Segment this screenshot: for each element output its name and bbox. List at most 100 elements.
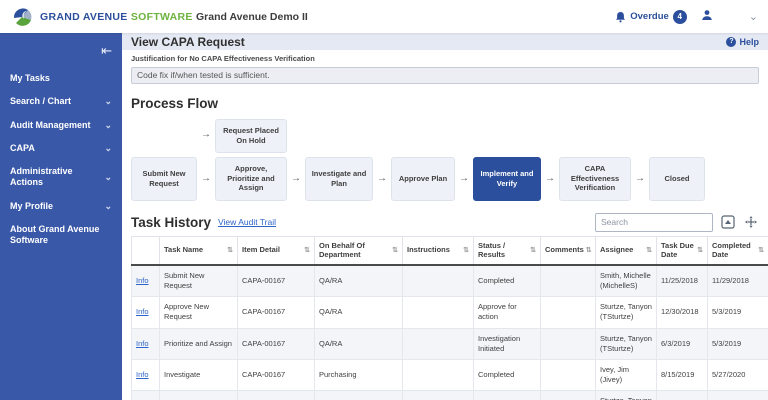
cell-status: Completed [474,359,541,390]
cell-assignee: Sturtze, Tanyon (TSturtze) [596,328,657,359]
main-content: View CAPA Request ? Help Justification f… [122,33,768,400]
cell-completed-date: 5/3/2019 [708,297,768,328]
cell-department: QA/RA [315,328,403,359]
column-header-completed-date[interactable]: Completed Date⇅ [708,236,768,265]
column-header-status-results[interactable]: Status / Results⇅ [474,236,541,265]
cell-status: Approve for action [474,297,541,328]
table-row: InfoInvestigateCAPA-00167PurchasingCompl… [132,359,768,390]
table-header: Task Name⇅Item Detail⇅On Behalf Of Depar… [132,236,768,265]
task-history-table: Task Name⇅Item Detail⇅On Behalf Of Depar… [131,236,768,400]
cell-assignee: Smith, Michelle (MichelleS) [596,265,657,297]
sort-icon[interactable]: ⇅ [646,246,652,255]
justification-field[interactable] [131,67,759,84]
info-cell: Info [132,391,160,400]
info-link[interactable]: Info [136,339,149,348]
brand-logo-icon [12,6,34,28]
table-row: InfoPrioritize and AssignCAPA-00167QA/RA… [132,328,768,359]
sidebar-item-search-chart[interactable]: Search / Chart⌄ [0,90,122,113]
sidebar: ⇤ My TasksSearch / Chart⌄Audit Managemen… [0,33,122,400]
cell-item-detail: CAPA-00167 [238,297,315,328]
process-step-implement-and-verify[interactable]: Implement and Verify [473,157,541,201]
help-button[interactable]: ? Help [726,37,759,47]
sort-icon[interactable]: ⇅ [304,246,310,255]
sort-icon[interactable]: ⇅ [463,246,469,255]
sidebar-item-label: My Profile [10,201,53,212]
user-icon [701,9,713,21]
info-link[interactable]: Info [136,276,149,285]
brand-name: GRAND AVENUE SOFTWARE [40,11,193,23]
process-step-investigate-and-plan[interactable]: Investigate and Plan [305,157,373,201]
sidebar-collapse-icon[interactable]: ⇤ [0,41,122,67]
search-input[interactable] [595,213,713,232]
justification-label: Justification for No CAPA Effectiveness … [122,50,768,65]
chevron-down-icon: ⌄ [104,120,112,131]
cell-instructions [403,359,474,390]
cell-instructions [403,328,474,359]
cell-task-name: Prioritize and Assign [160,328,238,359]
overdue-notifications[interactable]: Overdue 4 [615,10,687,24]
cell-completed-date: 11/29/2018 [708,265,768,297]
column-header-assignee[interactable]: Assignee ⇅ [596,236,657,265]
sidebar-item-capa[interactable]: CAPA⌄ [0,137,122,160]
process-step-closed[interactable]: Closed [649,157,705,201]
cell-task-name: Approve New Request [160,297,238,328]
sidebar-item-audit-management[interactable]: Audit Management ⌄ [0,114,122,137]
process-step-capa-effectiveness-verification[interactable]: CAPA Effectiveness Verification [559,157,631,201]
cell-comments [541,328,596,359]
hold-arrow-icon: → [197,129,215,140]
column-header-instructions[interactable]: Instructions⇅ [403,236,474,265]
cell-due-date: 6/24/2020 [657,391,708,400]
cell-instructions [403,297,474,328]
user-menu[interactable] [701,8,713,26]
sort-icon[interactable]: ⇅ [586,246,592,255]
cell-department: QA/RA [315,265,403,297]
cell-instructions [403,265,474,297]
bell-icon [615,11,626,23]
table-header-row: Task Name⇅Item Detail⇅On Behalf Of Depar… [132,236,768,265]
sort-icon[interactable]: ⇅ [392,246,398,255]
sort-icon[interactable]: ⇅ [227,246,233,255]
flow-arrow-icon: → [631,173,649,184]
move-icon [744,215,758,229]
sort-icon[interactable]: ⇅ [697,246,703,255]
export-button[interactable] [720,214,736,230]
sidebar-item-administrative-actions[interactable]: Administrative Actions⌄ [0,160,122,195]
process-step-approve-prioritize-and-assign[interactable]: Approve, Prioritize and Assign [215,157,287,201]
info-cell: Info [132,297,160,328]
sidebar-item-about-grand-avenue-software[interactable]: About Grand Avenue Software [0,218,122,253]
column-label: Assignee [600,245,633,255]
info-link[interactable]: Info [136,370,149,379]
sidebar-item-label: Audit Management [10,120,91,131]
process-step-approve-plan[interactable]: Approve Plan [391,157,455,201]
info-cell: Info [132,328,160,359]
cell-department: QA/RA [315,391,403,400]
cell-comments [541,265,596,297]
column-header-task-due-date[interactable]: Task Due Date⇅ [657,236,708,265]
process-step-submit-new-request[interactable]: Submit New Request [131,157,197,201]
chevron-down-icon: ⌄ [104,96,112,107]
sort-icon[interactable]: ⇅ [530,246,536,255]
top-header: GRAND AVENUE SOFTWARE Grand Avenue Demo … [0,0,768,33]
cell-comments [541,359,596,390]
sidebar-item-my-tasks[interactable]: My Tasks [0,67,122,90]
column-header-comments[interactable]: Comments⇅ [541,236,596,265]
cell-status: Investigation Initiated [474,328,541,359]
view-audit-trail-link[interactable]: View Audit Trail [218,217,276,227]
chevron-down-icon: ⌄ [104,143,112,154]
help-icon: ? [726,37,736,47]
column-header-task-name[interactable]: Task Name⇅ [160,236,238,265]
column-header-item-detail[interactable]: Item Detail ⇅ [238,236,315,265]
process-step-on-hold[interactable]: Request Placed On Hold [215,119,287,153]
move-button[interactable] [743,214,759,230]
brand-logo: GRAND AVENUE SOFTWARE [12,6,196,28]
column-label: Item Detail [242,245,280,255]
column-header-on-behalf-of-department[interactable]: On Behalf Of Department⇅ [315,236,403,265]
info-link[interactable]: Info [136,307,149,316]
sidebar-item-label: My Tasks [10,73,50,84]
app-title: Grand Avenue Demo II [196,11,308,23]
header-chevron-down-icon[interactable]: ⌄ [749,10,758,23]
cell-item-detail: CAPA-00167 [238,391,315,400]
info-cell: Info [132,265,160,297]
sidebar-item-my-profile[interactable]: My Profile⌄ [0,195,122,218]
sort-icon[interactable]: ⇅ [758,246,764,255]
